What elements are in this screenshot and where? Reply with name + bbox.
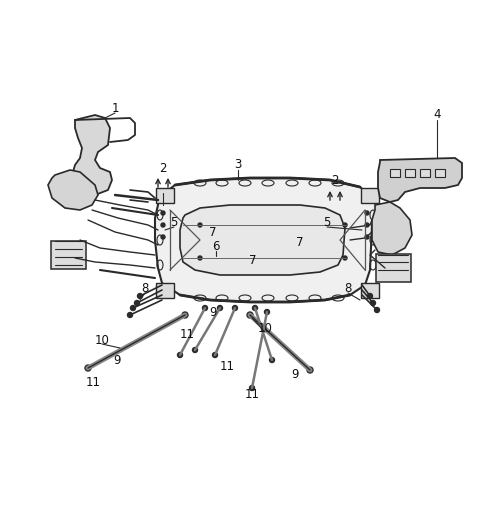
Circle shape: [365, 235, 369, 239]
Text: 10: 10: [95, 333, 109, 347]
Text: 7: 7: [209, 225, 217, 239]
Circle shape: [131, 306, 135, 310]
Text: 11: 11: [244, 389, 260, 401]
Text: 5: 5: [170, 216, 178, 228]
Circle shape: [374, 308, 380, 312]
Circle shape: [368, 293, 372, 298]
Polygon shape: [378, 158, 462, 202]
Circle shape: [264, 309, 269, 314]
Circle shape: [182, 312, 188, 318]
Bar: [420, 169, 430, 177]
Bar: [50, 241, 85, 269]
Polygon shape: [180, 205, 345, 275]
Text: 10: 10: [258, 322, 273, 334]
Circle shape: [307, 367, 313, 373]
Text: 9: 9: [113, 353, 121, 367]
Circle shape: [198, 223, 202, 227]
Circle shape: [232, 306, 238, 310]
Circle shape: [203, 306, 207, 310]
Bar: [375, 254, 410, 282]
Text: 11: 11: [180, 329, 194, 342]
Text: 11: 11: [219, 360, 235, 373]
Text: 7: 7: [296, 237, 304, 249]
Circle shape: [371, 301, 375, 306]
Circle shape: [269, 357, 275, 362]
Circle shape: [161, 235, 165, 239]
Text: 1: 1: [111, 101, 119, 115]
Circle shape: [134, 301, 140, 306]
Text: 9: 9: [291, 369, 299, 381]
Circle shape: [250, 386, 254, 391]
Text: 2: 2: [331, 174, 339, 186]
Text: 3: 3: [234, 159, 242, 172]
Text: 6: 6: [212, 241, 220, 253]
Text: 5: 5: [324, 216, 331, 228]
Circle shape: [213, 352, 217, 357]
Text: 9: 9: [209, 307, 217, 319]
Polygon shape: [48, 170, 98, 210]
Circle shape: [365, 223, 369, 227]
Circle shape: [137, 293, 143, 298]
Circle shape: [161, 223, 165, 227]
Circle shape: [217, 306, 223, 310]
Text: 2: 2: [159, 161, 167, 175]
Bar: [156, 187, 174, 203]
Bar: [405, 169, 415, 177]
Bar: [361, 283, 379, 297]
Circle shape: [85, 365, 91, 371]
Polygon shape: [372, 202, 412, 255]
Text: 8: 8: [141, 282, 149, 294]
Circle shape: [192, 348, 197, 352]
Text: 8: 8: [344, 282, 352, 294]
Circle shape: [178, 352, 182, 357]
Bar: [390, 169, 400, 177]
Circle shape: [343, 223, 347, 227]
Circle shape: [247, 312, 253, 318]
Text: 11: 11: [85, 376, 100, 390]
Circle shape: [161, 211, 165, 215]
Bar: [156, 283, 174, 297]
Bar: [435, 169, 445, 177]
Circle shape: [365, 211, 369, 215]
Bar: [361, 187, 379, 203]
Polygon shape: [72, 115, 112, 195]
Text: 7: 7: [249, 253, 257, 267]
Circle shape: [343, 256, 347, 260]
Circle shape: [252, 306, 257, 310]
Circle shape: [198, 256, 202, 260]
Polygon shape: [155, 178, 378, 302]
Circle shape: [128, 312, 132, 317]
Text: 4: 4: [433, 109, 441, 121]
